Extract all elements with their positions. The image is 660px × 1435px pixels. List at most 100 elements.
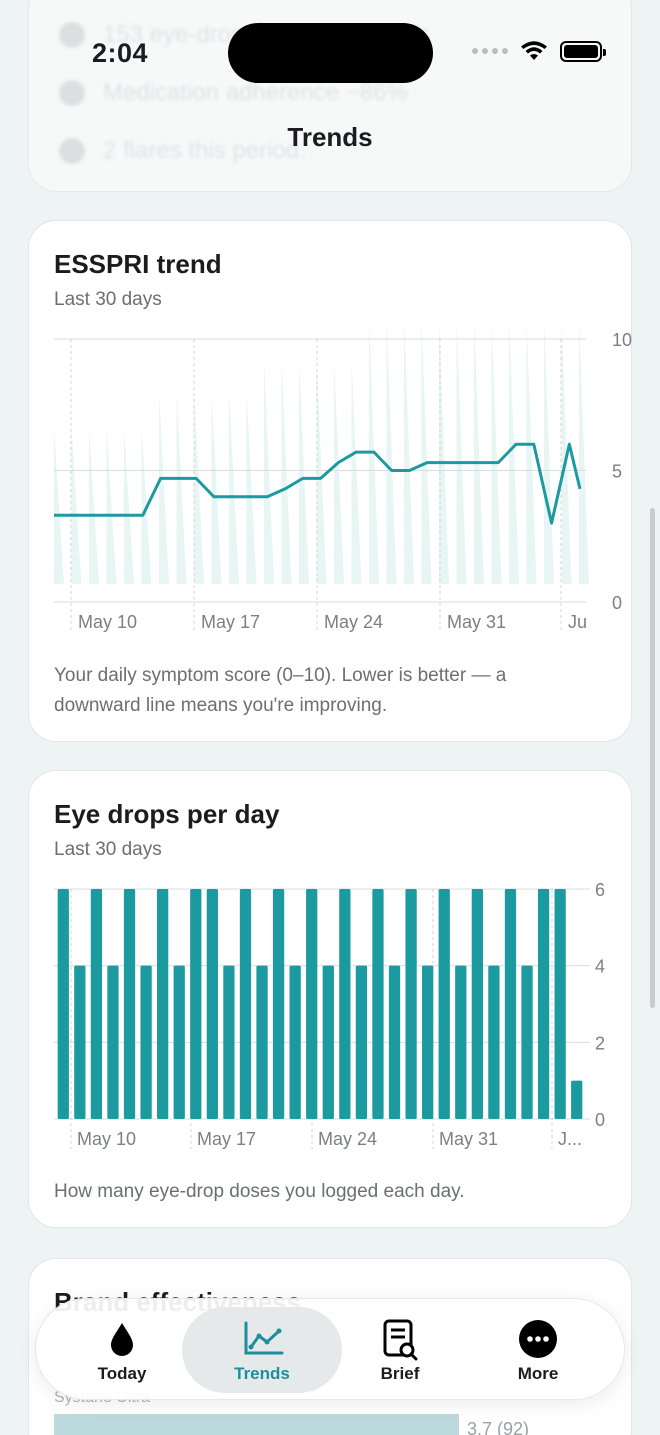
scroll-indicator[interactable] — [650, 508, 655, 1008]
eye-drops-bar — [239, 889, 252, 1119]
eye-drops-bar — [74, 965, 86, 1119]
eye-drops-bar — [521, 965, 533, 1119]
shade-band — [351, 360, 362, 584]
eye-drops-bar — [90, 889, 103, 1119]
summary-row: 2 flares this period. — [59, 137, 306, 165]
eye-drops-bar — [289, 965, 301, 1119]
eye-drops-bar — [256, 965, 268, 1119]
summary-row: Medication adherence ~86% — [59, 79, 408, 107]
eye-drops-bar — [455, 965, 467, 1119]
eye-drops-bar — [405, 889, 417, 1119]
signal-icon — [472, 48, 508, 54]
card-description: How many eye-drop doses you logged each … — [54, 1181, 465, 1202]
card-subtitle: Last 30 days — [54, 289, 162, 310]
tab-label: Brief — [380, 1364, 420, 1383]
card-title: Eye drops per day — [54, 799, 280, 829]
brand-value: 3.7 (92) — [467, 1419, 530, 1435]
document-search-icon — [383, 1319, 418, 1361]
shade-band — [89, 428, 99, 584]
shade-band — [491, 317, 502, 584]
shade-band — [509, 317, 519, 584]
status-bar: 2:04 — [0, 0, 660, 110]
x-tick-label: J... — [558, 1129, 582, 1149]
x-tick-label: May 17 — [201, 612, 260, 632]
tab-bar: Today Trends Brief More — [35, 1298, 625, 1400]
x-tick-label: May 10 — [77, 1129, 136, 1149]
shade-band — [264, 360, 274, 584]
shade-band — [246, 391, 257, 584]
shade-band — [334, 360, 344, 584]
esspri-series-line — [54, 442, 582, 525]
x-tick-label: May 24 — [324, 612, 383, 632]
tab-trends[interactable]: Trends — [182, 1307, 342, 1393]
tab-label: Trends — [234, 1364, 290, 1383]
eye-drops-bar-chart[interactable]: 0 2 4 6 May 10 May 17 May 24 May 31 J... — [29, 771, 633, 1171]
x-tick-label: May 10 — [78, 612, 137, 632]
page-title: Trends — [287, 122, 373, 152]
x-tick-label: May 17 — [197, 1129, 256, 1149]
eye-drops-card[interactable]: Eye drops per day Last 30 days 0 2 4 6 May 1… — [28, 770, 632, 1228]
esspri-trend-card[interactable]: ESSPRI trend Last 30 days 0 5 10 May 10 May … — [28, 220, 632, 742]
trend-chart-icon — [244, 1321, 284, 1355]
flame-icon — [59, 138, 85, 164]
eye-drops-bar — [504, 889, 517, 1119]
shade-band — [369, 317, 379, 584]
eye-drops-bar — [206, 889, 218, 1119]
tab-more[interactable]: More — [458, 1307, 618, 1393]
shade-band — [299, 360, 309, 584]
shade-band — [544, 317, 554, 584]
tab-today[interactable]: Today — [42, 1307, 202, 1393]
wifi-icon — [521, 41, 547, 60]
eye-drops-bar — [438, 889, 450, 1119]
eye-drops-bar — [372, 889, 384, 1119]
eye-drops-bar — [190, 889, 202, 1119]
tab-label: Today — [97, 1364, 147, 1383]
card-description: Your daily symptom score (0–10). Lower i… — [54, 665, 507, 716]
x-tick-label: May 31 — [439, 1129, 498, 1149]
brand-bar — [54, 1414, 459, 1435]
y-tick-label: 10 — [612, 330, 632, 350]
drop-icon — [111, 1323, 133, 1356]
shade-band — [386, 317, 397, 584]
shade-band — [176, 391, 187, 584]
more-dots-icon — [519, 1320, 557, 1358]
pills-icon — [59, 80, 85, 106]
eye-drops-bar — [322, 965, 334, 1119]
shade-band — [526, 317, 537, 584]
eye-drops-bar — [107, 965, 119, 1119]
shade-band — [106, 428, 117, 584]
eye-drops-bar — [571, 1080, 583, 1119]
y-tick-label: 6 — [595, 880, 605, 900]
eye-drops-bar — [339, 889, 351, 1119]
shade-band — [561, 317, 572, 584]
card-title: ESSPRI trend — [54, 249, 222, 279]
shade-band — [159, 391, 169, 584]
eye-drops-bar — [140, 965, 152, 1119]
eye-drops-bar — [272, 889, 285, 1119]
shade-band — [579, 317, 589, 584]
x-tick-label: Ju — [568, 612, 587, 632]
shade-band — [229, 391, 239, 584]
eye-drops-bar — [157, 889, 169, 1119]
eyedropper-icon — [59, 22, 85, 48]
shade-band — [439, 317, 449, 584]
shade-band — [421, 317, 432, 584]
status-icons — [472, 40, 606, 62]
shade-band — [54, 428, 64, 584]
eye-drops-bar — [57, 889, 69, 1119]
eye-drops-bar — [537, 889, 550, 1119]
shade-band — [141, 428, 152, 584]
shade-band — [71, 428, 82, 584]
tab-brief[interactable]: Brief — [320, 1307, 480, 1393]
eye-drops-bar — [173, 965, 185, 1119]
esspri-line-chart[interactable]: 0 5 10 May 10 May 17 May 24 May 31 Ju — [29, 221, 633, 651]
eye-drops-bar — [388, 965, 401, 1119]
y-tick-label: 0 — [595, 1110, 605, 1130]
shade-band — [456, 317, 467, 584]
eye-drops-bar — [422, 965, 434, 1119]
status-time: 2:04 — [92, 38, 149, 68]
shade-band — [316, 360, 327, 584]
shade-band — [474, 317, 484, 584]
dynamic-island — [228, 23, 433, 83]
y-tick-label: 4 — [595, 957, 605, 977]
